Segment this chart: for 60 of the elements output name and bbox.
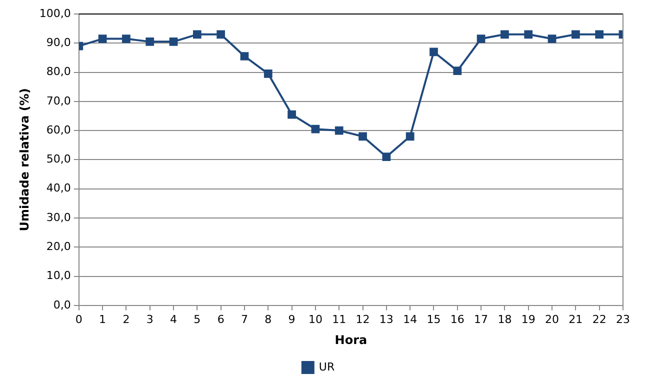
y-tick-label: 90,0 <box>46 36 71 49</box>
point <box>334 126 344 135</box>
point <box>311 124 320 134</box>
point <box>548 34 556 43</box>
x-tick-label: 6 <box>217 312 224 326</box>
point <box>146 38 154 46</box>
point <box>169 38 178 46</box>
y-tick-label: 10,0 <box>46 269 71 282</box>
point <box>572 30 580 39</box>
point <box>240 52 249 60</box>
y-tick-label: 40,0 <box>46 182 71 195</box>
x-tick-label: 13 <box>379 312 394 326</box>
y-tick-label: 100,0 <box>39 6 71 20</box>
point <box>192 30 202 39</box>
x-tick-label: 19 <box>521 312 536 326</box>
x-tick-label: 21 <box>568 312 583 326</box>
point <box>264 70 272 78</box>
y-tick-label: 70,0 <box>46 94 71 108</box>
x-tick-label: 0 <box>75 312 82 326</box>
y-tick-label: 0,0 <box>53 298 71 312</box>
x-tick-label: 10 <box>308 312 322 326</box>
x-tick-label: 11 <box>332 312 346 326</box>
point <box>216 30 226 39</box>
point <box>524 30 533 39</box>
point <box>382 152 391 161</box>
legend-label: UR <box>318 360 335 374</box>
x-tick-label: 5 <box>194 312 201 326</box>
point <box>358 132 367 141</box>
x-tick-label: 20 <box>545 312 560 326</box>
y-tick-label: 80,0 <box>46 65 71 78</box>
y-tick-label: 30,0 <box>46 210 71 224</box>
y-tick-label: 50,0 <box>46 152 71 166</box>
point <box>288 110 296 119</box>
x-tick-label: 4 <box>170 312 178 326</box>
x-tick-label: 1 <box>99 312 106 326</box>
x-tick-label: 15 <box>426 312 441 326</box>
x-tick-label: 12 <box>356 312 370 326</box>
x-tick-label: 18 <box>498 312 512 326</box>
x-tick-label: 23 <box>616 312 630 326</box>
x-tick-label: 14 <box>403 312 418 326</box>
x-tick-label: 17 <box>474 312 488 326</box>
y-axis-title: Umidade relativa (%) <box>17 88 32 232</box>
point <box>430 48 438 56</box>
point <box>98 34 107 43</box>
x-tick-label: 22 <box>592 312 606 326</box>
y-tick-label: 60,0 <box>46 123 71 136</box>
point <box>500 30 509 39</box>
x-tick-label: 3 <box>146 312 154 326</box>
x-tick-label: 2 <box>122 312 130 326</box>
point <box>453 66 462 76</box>
x-tick-label: 8 <box>264 312 272 326</box>
point <box>122 34 130 43</box>
x-tick-label: 7 <box>240 312 248 326</box>
x-tick-label: 16 <box>450 312 464 326</box>
point <box>476 34 486 43</box>
x-tick-label: 9 <box>288 312 296 326</box>
x-axis-title: Hora <box>334 332 368 347</box>
point <box>406 132 414 141</box>
point <box>595 30 604 39</box>
y-tick-label: 20,0 <box>46 240 71 253</box>
